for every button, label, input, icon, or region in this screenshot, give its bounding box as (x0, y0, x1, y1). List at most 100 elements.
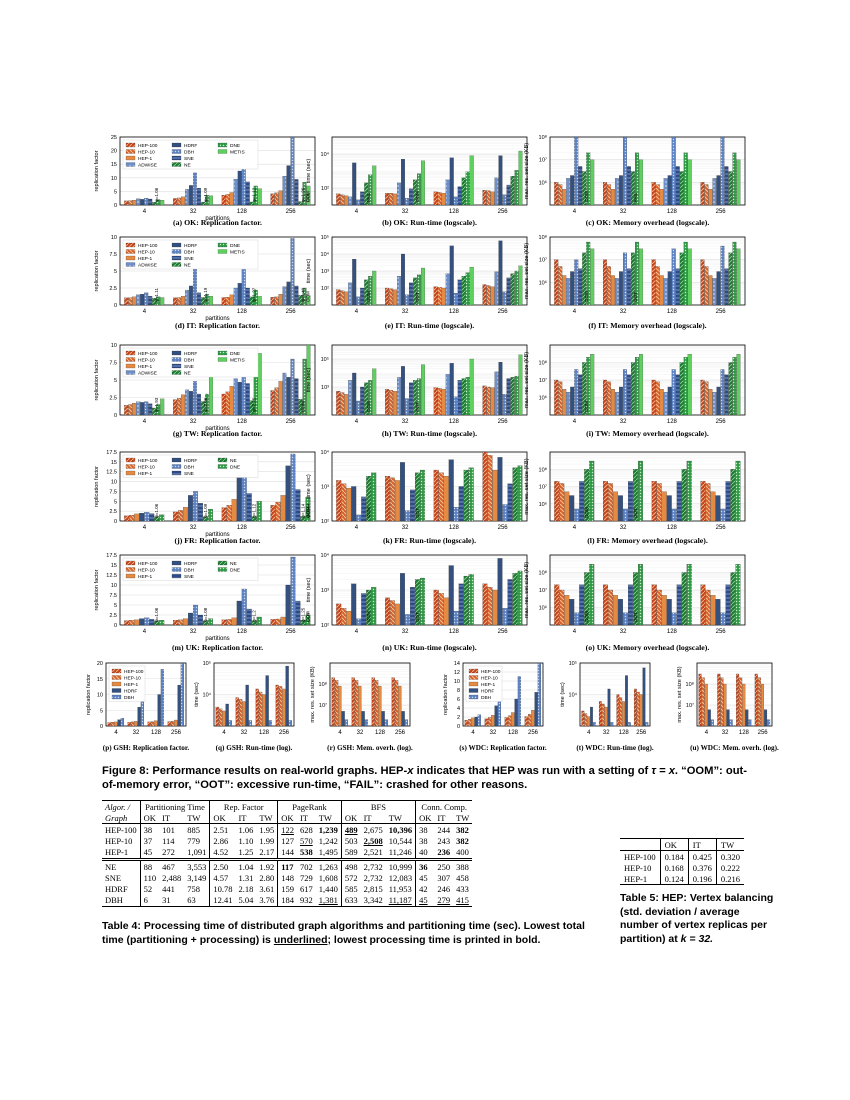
bar-sne (578, 374, 583, 416)
bar-hep-1 (174, 719, 178, 727)
y-axis-label: max. res. set size (KB) (524, 143, 530, 199)
bar-dbh (671, 369, 676, 416)
bar-sne (148, 403, 153, 416)
legend-label: HEP-100 (124, 669, 144, 675)
bar-ne (249, 201, 254, 206)
bar-hep-1 (231, 499, 237, 522)
t4-subheader: IT (162, 812, 171, 823)
annotation: OOM (305, 291, 310, 302)
bar-dbh (344, 719, 349, 727)
bar-dne (368, 276, 373, 306)
y-tick-label: 10⁷ (539, 377, 547, 384)
x-tick-label: 32 (402, 309, 409, 315)
bar-hep-10 (601, 703, 605, 727)
bar-adwise (445, 374, 450, 416)
row-label: NE (105, 861, 117, 872)
bar-hep-100 (754, 673, 758, 727)
bar-metis (469, 266, 474, 306)
bar-hep-10 (374, 680, 379, 727)
x-tick-label: 128 (151, 730, 162, 736)
bar-adwise (185, 289, 189, 306)
legend-label: HEP-10 (138, 358, 155, 364)
annotation: OOT (415, 612, 420, 622)
annotation: OOT (633, 292, 638, 302)
y-tick-label: 10⁴ (321, 151, 330, 158)
chart-16: 0 5 10 15 20 4 32 128 256 replication factor HEP-1… (86, 661, 189, 752)
plot-frame (329, 662, 411, 727)
annotation: OOM (305, 611, 310, 622)
legend-swatch (171, 242, 182, 248)
bar-hep-100 (700, 584, 706, 626)
bar-hep-100 (336, 193, 341, 206)
y-tick-label: 10⁸ (539, 570, 547, 577)
table-row: HEP-10 37 114 779 2.86 1.10 1.99 127 570 1,242 503… (102, 835, 472, 847)
bar-hep-100 (235, 697, 239, 727)
bar-ne (298, 399, 303, 416)
bar-hep-100 (603, 379, 607, 416)
bar-sne (725, 584, 731, 626)
bar-ne (582, 252, 587, 306)
y-tick-label: 10² (321, 519, 329, 525)
legend-label: HEP-10 (138, 150, 155, 156)
bar-dbh (356, 400, 361, 416)
bar-hdrf (137, 706, 141, 727)
table-4: Algor. / Partitioning Time Rep. Factor P… (102, 800, 473, 907)
y-tick-label: 0 (457, 724, 460, 730)
y-tick-label: 10 (111, 583, 117, 589)
bar-ne (510, 176, 515, 206)
chart-3: 10⁶ 10⁷ 10⁸ 4 32 128 256 max. res. set size (KB… (524, 134, 746, 227)
x-tick-label: 32 (357, 730, 364, 736)
y-tick-label: 10⁴ (321, 251, 330, 258)
y-tick-label: 10⁵ (569, 660, 577, 667)
table-cell: 1.06 (238, 824, 254, 835)
y-tick-label: 10⁸ (539, 466, 547, 473)
y-tick-label: 25 (111, 135, 117, 141)
bar-hep-1 (154, 720, 158, 727)
x-tick-label: 4 (143, 419, 147, 425)
bar-dbh (356, 199, 361, 206)
table-cell: 45 (139, 846, 160, 860)
bar-hep-1 (181, 196, 185, 206)
bar-ne (679, 362, 684, 416)
x-axis-label: partitions (205, 636, 229, 642)
table-cell: 489 (340, 823, 361, 836)
x-tick-label: 4 (573, 309, 577, 315)
y-axis-label: time (sec) (194, 682, 200, 707)
bar-dbh (290, 556, 296, 626)
bar-hep-10 (129, 514, 135, 522)
panel-caption: (g) TW: Replication factor. (173, 429, 262, 438)
legend-label: NE (184, 371, 191, 377)
bar-hep-1 (441, 287, 446, 306)
legend-swatch (125, 149, 136, 154)
y-tick-label: 10³ (321, 269, 329, 275)
y-tick-label: 5 (100, 708, 103, 714)
x-tick-label: 128 (619, 730, 630, 736)
bar-hep-100 (221, 619, 227, 626)
table-cell: 12.41 (209, 894, 236, 907)
chart-12: 10⁶ 10⁷ 10⁸ 4 32 128 256 max. res. set size (KB… (524, 451, 746, 545)
bar-hep-100 (270, 193, 275, 206)
t4-h-algor: Algor. / (105, 801, 131, 812)
table-cell: 2,732 (363, 861, 383, 872)
y-tick-label: 2.5 (109, 396, 117, 402)
bar-hep-1 (490, 387, 495, 416)
bar-hep-10 (619, 697, 623, 727)
bar-hep-100 (482, 385, 487, 416)
bar-hdrf (188, 612, 193, 626)
bar-hep-1 (132, 296, 137, 306)
bar-hep-100 (603, 259, 607, 306)
legend-label: NE (230, 561, 237, 567)
plot-frame (119, 554, 316, 626)
annotation: OOM (584, 611, 589, 622)
t4-h-bfs: BFS (340, 800, 416, 813)
t4-h-part: Partitioning Time (139, 800, 210, 813)
bar-hep-100 (385, 287, 389, 306)
annotation: OOM (366, 611, 371, 622)
table-cell: 1.99 (259, 836, 275, 847)
bar-hep-1 (395, 480, 400, 522)
y-tick-label: 12.5 (106, 573, 117, 579)
bar-hep-1 (604, 706, 608, 727)
legend-swatch (468, 668, 479, 674)
legend-label: HEP-1 (138, 156, 152, 162)
